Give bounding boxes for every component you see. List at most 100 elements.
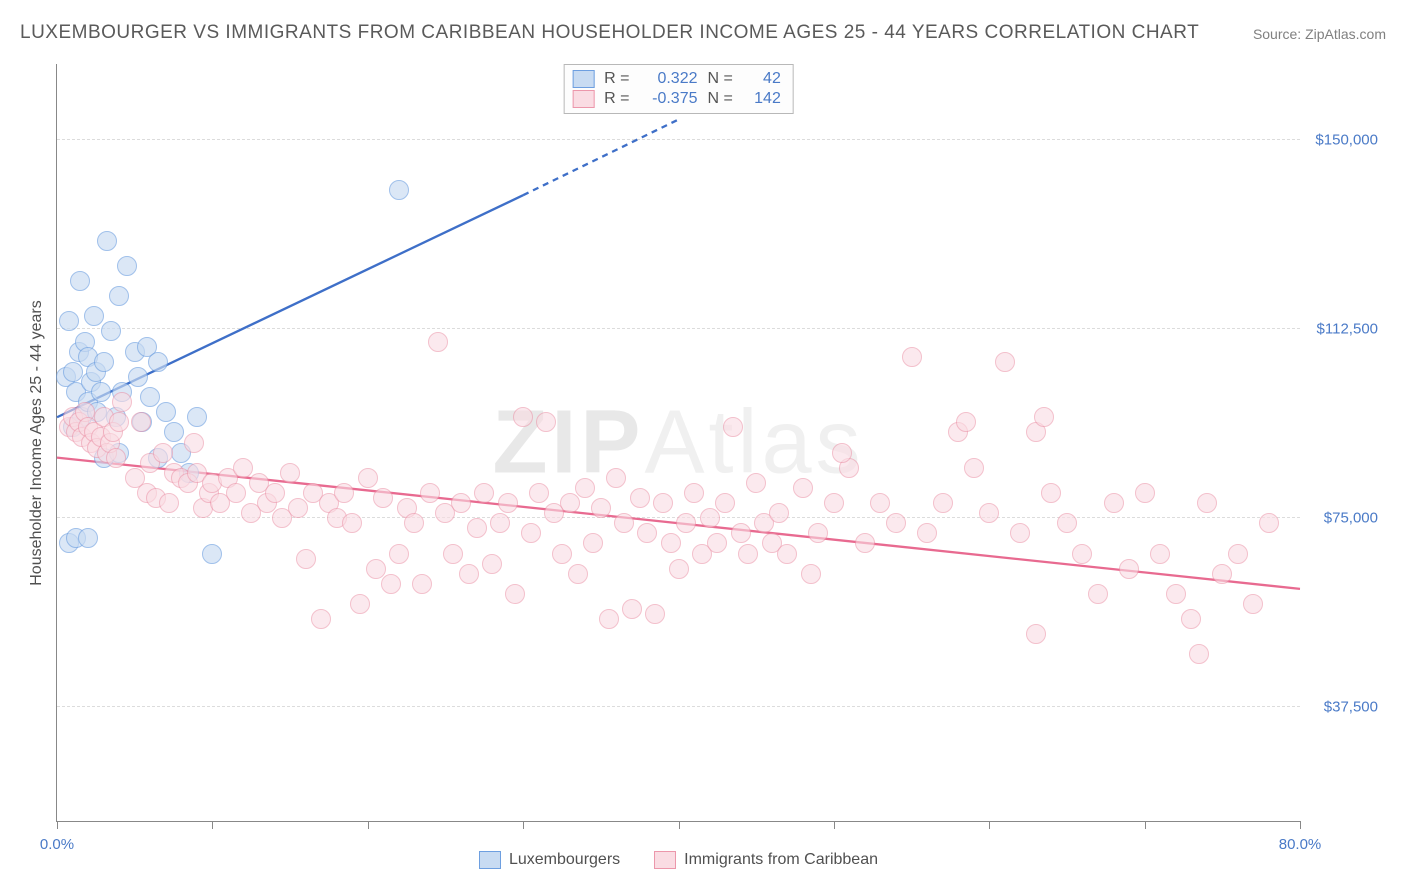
scatter-point-caribbean (358, 468, 378, 488)
scatter-point-caribbean (1088, 584, 1108, 604)
scatter-point-caribbean (552, 544, 572, 564)
scatter-point-caribbean (1166, 584, 1186, 604)
scatter-point-caribbean (870, 493, 890, 513)
gridline-h (57, 328, 1300, 329)
scatter-point-caribbean (1212, 564, 1232, 584)
scatter-point-caribbean (824, 493, 844, 513)
scatter-point-caribbean (1034, 407, 1054, 427)
x-tick (989, 821, 990, 829)
scatter-point-caribbean (544, 503, 564, 523)
scatter-point-luxembourgers (78, 347, 98, 367)
scatter-point-caribbean (498, 493, 518, 513)
r-label: R = (604, 90, 629, 108)
x-tick (57, 821, 58, 829)
series-legend: Luxembourgers Immigrants from Caribbean (57, 851, 1300, 869)
scatter-point-caribbean (1181, 609, 1201, 629)
scatter-point-caribbean (1135, 483, 1155, 503)
scatter-point-luxembourgers (59, 533, 79, 553)
scatter-point-luxembourgers (75, 332, 95, 352)
scatter-point-caribbean (1026, 422, 1046, 442)
scatter-point-caribbean (762, 533, 782, 553)
scatter-point-luxembourgers (56, 367, 76, 387)
scatter-point-caribbean (350, 594, 370, 614)
scatter-point-luxembourgers (109, 286, 129, 306)
stats-legend-box: R = 0.322 N = 42 R = -0.375 N = 142 (563, 64, 794, 114)
scatter-point-caribbean (630, 488, 650, 508)
scatter-point-caribbean (381, 574, 401, 594)
scatter-point-caribbean (738, 544, 758, 564)
scatter-point-caribbean (184, 433, 204, 453)
trendline (57, 195, 523, 417)
scatter-point-caribbean (855, 533, 875, 553)
scatter-point-caribbean (723, 417, 743, 437)
scatter-point-luxembourgers (140, 387, 160, 407)
scatter-point-caribbean (684, 483, 704, 503)
scatter-point-caribbean (72, 427, 92, 447)
scatter-point-caribbean (366, 559, 386, 579)
scatter-point-caribbean (536, 412, 556, 432)
scatter-point-caribbean (467, 518, 487, 538)
scatter-point-caribbean (84, 422, 104, 442)
n-label: N = (708, 70, 733, 88)
scatter-point-caribbean (1228, 544, 1248, 564)
scatter-point-caribbean (599, 609, 619, 629)
scatter-point-luxembourgers (78, 392, 98, 412)
watermark-rest: Atlas (644, 392, 864, 492)
scatter-point-caribbean (1026, 624, 1046, 644)
scatter-point-luxembourgers (106, 407, 126, 427)
scatter-point-caribbean (257, 493, 277, 513)
scatter-point-caribbean (171, 468, 191, 488)
scatter-point-caribbean (303, 483, 323, 503)
scatter-point-caribbean (707, 533, 727, 553)
series-label: Luxembourgers (509, 851, 620, 869)
scatter-point-luxembourgers (171, 443, 191, 463)
scatter-point-luxembourgers (148, 448, 168, 468)
scatter-point-caribbean (140, 453, 160, 473)
scatter-point-caribbean (443, 544, 463, 564)
scatter-point-luxembourgers (179, 463, 199, 483)
x-tick (523, 821, 524, 829)
scatter-point-luxembourgers (63, 417, 83, 437)
scatter-point-caribbean (474, 483, 494, 503)
scatter-point-caribbean (451, 493, 471, 513)
scatter-point-luxembourgers (81, 372, 101, 392)
scatter-point-caribbean (199, 483, 219, 503)
scatter-point-caribbean (112, 392, 132, 412)
scatter-point-caribbean (94, 407, 114, 427)
scatter-point-caribbean (769, 503, 789, 523)
scatter-point-luxembourgers (66, 382, 86, 402)
scatter-point-caribbean (575, 478, 595, 498)
series-legend-item-luxembourgers: Luxembourgers (479, 851, 620, 869)
scatter-point-caribbean (66, 422, 86, 442)
scatter-point-caribbean (637, 523, 657, 543)
scatter-point-caribbean (459, 564, 479, 584)
scatter-point-luxembourgers (164, 422, 184, 442)
scatter-point-caribbean (91, 427, 111, 447)
scatter-point-caribbean (902, 347, 922, 367)
legend-swatch-caribbean (654, 851, 676, 869)
scatter-point-caribbean (311, 609, 331, 629)
gridline-h (57, 139, 1300, 140)
x-tick (1300, 821, 1301, 829)
n-value: 42 (743, 70, 781, 88)
scatter-point-caribbean (1041, 483, 1061, 503)
scatter-point-caribbean (839, 458, 859, 478)
scatter-point-caribbean (653, 493, 673, 513)
scatter-point-caribbean (81, 433, 101, 453)
scatter-point-caribbean (210, 493, 230, 513)
scatter-point-caribbean (832, 443, 852, 463)
scatter-point-caribbean (193, 498, 213, 518)
scatter-point-luxembourgers (94, 448, 114, 468)
scatter-point-caribbean (661, 533, 681, 553)
scatter-point-luxembourgers (97, 231, 117, 251)
scatter-point-caribbean (979, 503, 999, 523)
scatter-point-caribbean (226, 483, 246, 503)
scatter-point-caribbean (746, 473, 766, 493)
scatter-point-caribbean (917, 523, 937, 543)
legend-swatch-luxembourgers (479, 851, 501, 869)
scatter-point-caribbean (75, 402, 95, 422)
scatter-point-caribbean (568, 564, 588, 584)
scatter-point-luxembourgers (137, 337, 157, 357)
scatter-point-caribbean (808, 523, 828, 543)
y-axis-title: Householder Income Ages 25 - 44 years (28, 300, 46, 586)
